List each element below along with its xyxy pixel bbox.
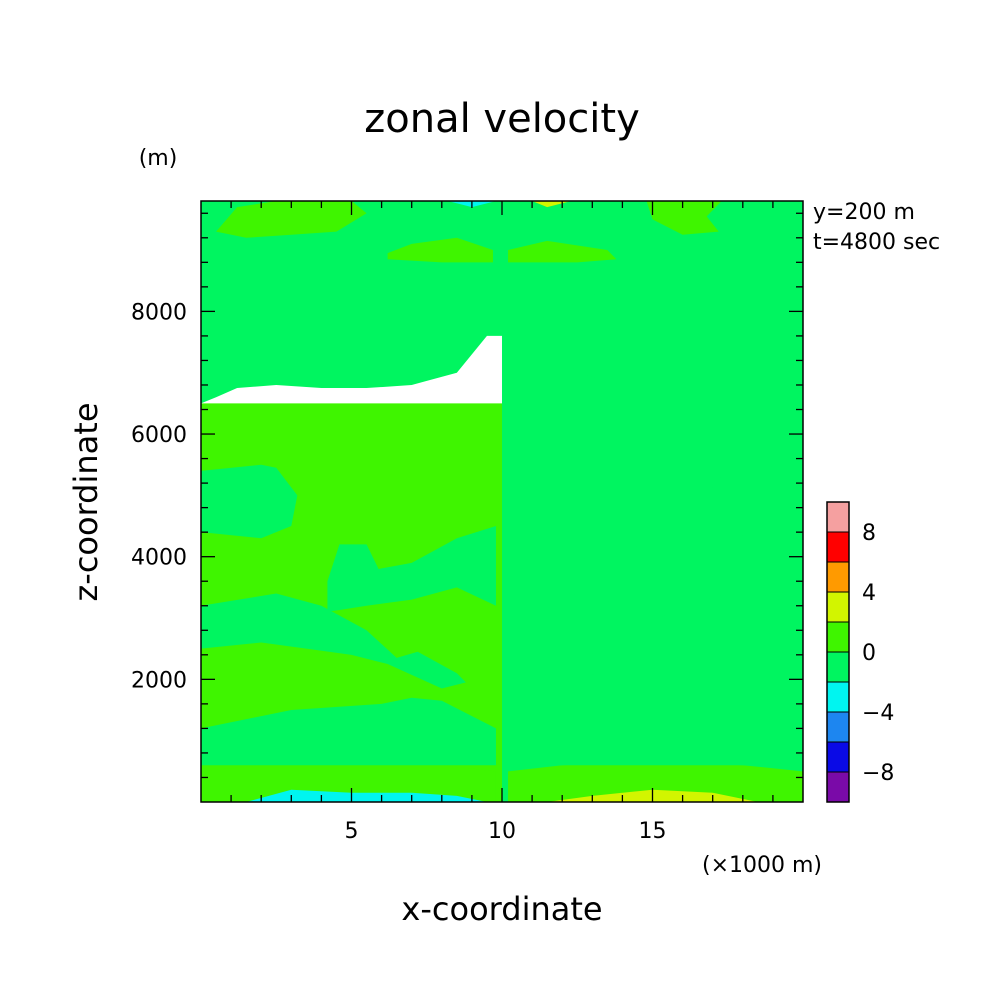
- y-tick-label: 8000: [131, 300, 187, 325]
- colorbar-swatch: [826, 561, 850, 593]
- contour-blob-8: [201, 593, 466, 689]
- colorbar-swatch: [826, 621, 850, 653]
- colorbar-swatch: [826, 681, 850, 713]
- colorbar-swatch: [826, 501, 850, 533]
- colorbar-tick-label: 8: [862, 521, 876, 546]
- colorbar-tick-label: 0: [862, 641, 876, 666]
- colorbar-swatch: [826, 651, 850, 683]
- contour-blob-7: [508, 526, 677, 606]
- x-tick-label: 10: [488, 819, 516, 844]
- contour-blob-6: [327, 526, 496, 612]
- y-axis-unit: (m): [139, 146, 178, 171]
- contour-blob-3: [646, 201, 722, 235]
- colorbar-swatch: [826, 741, 850, 773]
- annotation-t: t=4800 sec: [813, 230, 940, 255]
- colorbar-swatch: [826, 771, 850, 803]
- y-tick-label: 2000: [131, 668, 187, 693]
- plot-ticks: 5 10 15 2000 4000 6000 8000: [131, 200, 804, 844]
- contour-blob-13: [508, 697, 803, 766]
- chart-title: zonal velocity: [364, 96, 640, 142]
- y-tick-label: 4000: [131, 546, 187, 571]
- colorbar-swatch: [826, 531, 850, 563]
- x-tick-label: 15: [639, 819, 667, 844]
- colorbar-tick-label: −4: [862, 701, 894, 726]
- colorbar: −8 −4 0 4 8: [826, 501, 894, 803]
- colorbar-swatch: [826, 591, 850, 623]
- region-extreme-7: [532, 201, 572, 208]
- contour-blob-5: [706, 464, 803, 539]
- plot-area: [201, 201, 803, 802]
- colorbar-tick-label: 4: [862, 581, 876, 606]
- x-axis-label: x-coordinate: [401, 890, 602, 928]
- contour-blob-9: [538, 593, 803, 689]
- colorbar-frame: [826, 501, 850, 803]
- y-axis-label: z-coordinate: [67, 402, 105, 601]
- region-upper-1: [502, 201, 803, 401]
- contour-blob-4: [201, 464, 298, 539]
- contour-blob-12: [201, 697, 496, 766]
- contour-blob-1: [387, 237, 493, 263]
- y-tick-label: 6000: [131, 423, 187, 448]
- contour-blob-10: [201, 762, 496, 802]
- contour-blob-11: [508, 762, 803, 802]
- region-extreme-4: [246, 789, 487, 802]
- colorbar-tick-label: −8: [862, 761, 894, 786]
- x-tick-label: 5: [345, 819, 359, 844]
- annotation-y: y=200 m: [813, 200, 915, 225]
- colorbar-swatch: [826, 711, 850, 743]
- x-axis-unit: (×1000 m): [702, 853, 822, 878]
- contour-blob-0: [216, 201, 367, 238]
- contour-blob-2: [508, 240, 617, 263]
